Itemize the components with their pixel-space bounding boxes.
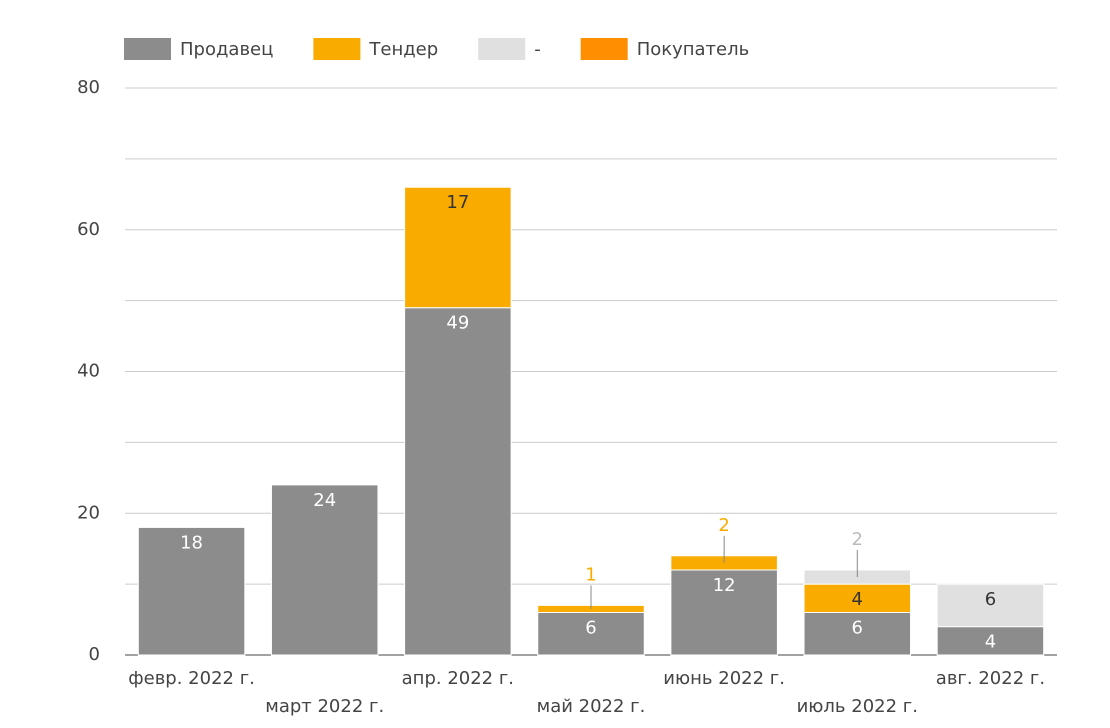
- legend-swatch: [313, 38, 361, 60]
- legend-swatch: [124, 38, 171, 60]
- legend-label: Продавец: [180, 39, 273, 60]
- x-tick-label: май 2022 г.: [537, 696, 646, 717]
- data-label: 4: [852, 589, 863, 610]
- data-label: 2: [718, 515, 729, 536]
- data-label: 6: [985, 589, 996, 610]
- x-tick-label: авг. 2022 г.: [936, 668, 1045, 689]
- bar-segment: [803, 611, 912, 656]
- legend-label: -: [534, 39, 541, 60]
- legend-label: Покупатель: [637, 39, 750, 60]
- y-tick-label: 40: [77, 361, 100, 382]
- data-label: 4: [985, 632, 996, 653]
- y-tick-label: 60: [77, 219, 100, 240]
- x-tick-label: июль 2022 г.: [797, 696, 918, 717]
- legend-swatch: [580, 38, 628, 60]
- data-label: 18: [180, 532, 203, 553]
- data-label: 2: [852, 529, 863, 550]
- data-label: 6: [585, 617, 596, 638]
- x-tick-label: февр. 2022 г.: [128, 668, 255, 689]
- bar-segment: [137, 526, 246, 656]
- bar-segment: [270, 484, 379, 656]
- legend-swatch: [478, 38, 526, 60]
- bar-segment: [936, 583, 1045, 628]
- y-tick-label: 80: [77, 77, 100, 98]
- bar-segment: [404, 307, 512, 656]
- x-tick-label: июнь 2022 г.: [663, 668, 785, 689]
- bar-segment: [670, 569, 778, 656]
- y-tick-label: 0: [89, 644, 100, 665]
- bar-segment: [803, 583, 912, 613]
- y-tick-label: 20: [77, 502, 100, 523]
- data-label: 12: [713, 575, 736, 596]
- data-label: 24: [313, 490, 336, 511]
- data-label: 1: [585, 564, 596, 585]
- x-tick-label: март 2022 г.: [265, 696, 384, 717]
- data-label: 49: [446, 313, 469, 334]
- data-label: 6: [852, 617, 863, 638]
- legend-label: Тендер: [368, 39, 438, 60]
- bar-segment: [404, 186, 512, 309]
- bar-segment: [936, 626, 1045, 656]
- x-tick-label: апр. 2022 г.: [402, 668, 514, 689]
- bar-segment: [537, 611, 645, 656]
- data-label: 17: [446, 192, 469, 213]
